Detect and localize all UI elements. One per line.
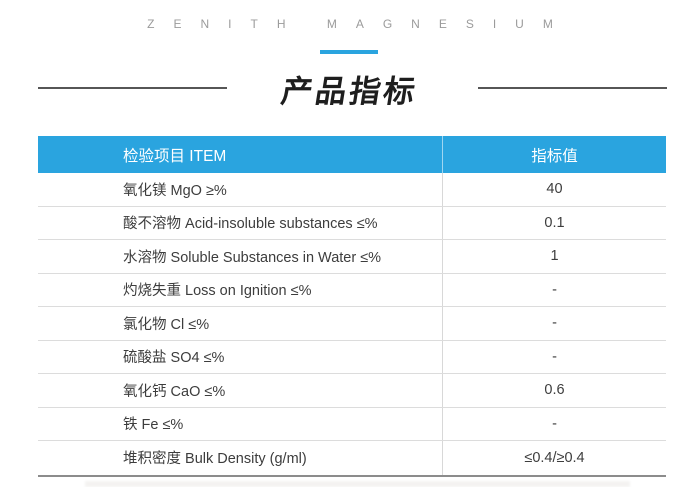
table-row: 铁 Fe ≤% - bbox=[38, 407, 666, 441]
spec-table-header: 检验项目 ITEM 指标值 bbox=[38, 136, 666, 173]
table-row: 氧化钙 CaO ≤% 0.6 bbox=[38, 374, 666, 408]
row-item-label: 氧化镁 MgO ≥% bbox=[123, 182, 227, 199]
row-item-label: 铁 Fe ≤% bbox=[123, 417, 184, 434]
table-row: 灼烧失重 Loss on Ignition ≤% - bbox=[38, 273, 666, 307]
row-item-label: 灼烧失重 Loss on Ignition ≤% bbox=[123, 283, 312, 300]
row-value: 0.6 bbox=[442, 374, 666, 407]
table-row: 氧化镁 MgO ≥% 40 bbox=[38, 173, 666, 207]
row-value: ≤0.4/≥0.4 bbox=[442, 441, 666, 475]
title-divider-left bbox=[38, 87, 227, 89]
row-value: - bbox=[442, 340, 666, 373]
row-value: - bbox=[442, 307, 666, 340]
row-value: 40 bbox=[442, 173, 666, 206]
spec-table: 检验项目 ITEM 指标值 氧化镁 MgO ≥% 40 酸不溶物 Acid-inso… bbox=[38, 136, 666, 477]
row-item-label: 硫酸盐 SO4 ≤% bbox=[123, 350, 225, 367]
cropped-content-strip bbox=[85, 481, 630, 487]
row-value: - bbox=[442, 407, 666, 440]
table-row: 水溶物 Soluble Substances in Water ≤% 1 bbox=[38, 240, 666, 274]
row-value: 0.1 bbox=[442, 206, 666, 239]
row-item-label: 水溶物 Soluble Substances in Water ≤% bbox=[123, 249, 382, 266]
table-row: 酸不溶物 Acid-insoluble substances ≤% 0.1 bbox=[38, 206, 666, 240]
column-header-value: 指标值 bbox=[442, 136, 666, 173]
title-divider-right bbox=[478, 87, 667, 89]
title-accent-bar bbox=[320, 50, 378, 54]
table-row: 氯化物 Cl ≤% - bbox=[38, 307, 666, 341]
row-value: 1 bbox=[442, 240, 666, 273]
column-header-item: 检验项目 ITEM bbox=[123, 147, 227, 165]
row-item-label: 氧化钙 CaO ≤% bbox=[123, 383, 226, 400]
row-value: - bbox=[442, 273, 666, 306]
table-row: 堆积密度 Bulk Density (g/ml) ≤0.4/≥0.4 bbox=[38, 441, 666, 475]
spec-table-body: 氧化镁 MgO ≥% 40 酸不溶物 Acid-insoluble substanc… bbox=[38, 173, 666, 475]
table-row: 硫酸盐 SO4 ≤% - bbox=[38, 340, 666, 374]
row-item-label: 氯化物 Cl ≤% bbox=[123, 316, 210, 333]
row-item-label: 堆积密度 Bulk Density (g/ml) bbox=[123, 451, 307, 468]
row-item-label: 酸不溶物 Acid-insoluble substances ≤% bbox=[123, 216, 378, 233]
brand-wordmark: ZENITH MAGNESIUM bbox=[147, 17, 572, 31]
